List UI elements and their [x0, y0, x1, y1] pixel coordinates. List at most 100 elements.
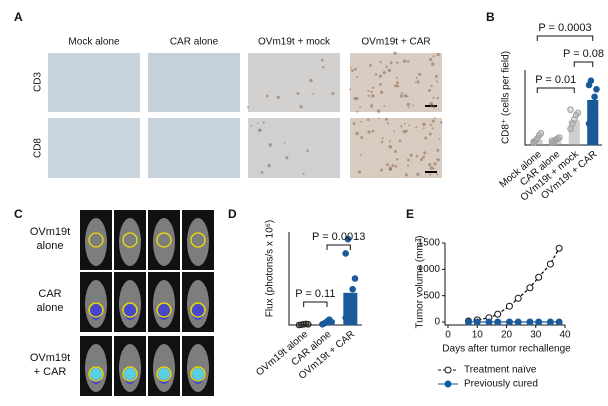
stain: [367, 130, 371, 134]
stain: [395, 158, 399, 161]
stain: [378, 74, 383, 78]
stain: [366, 118, 370, 122]
stain: [396, 84, 400, 88]
stain: [398, 139, 402, 143]
stain: [431, 119, 435, 123]
stain: [380, 168, 384, 172]
stain: [356, 110, 359, 113]
stain: [388, 140, 391, 143]
stain: [406, 102, 410, 107]
stain: [422, 122, 426, 126]
roi: [190, 366, 206, 382]
column-label: CAR alone: [170, 37, 219, 48]
stain: [360, 136, 364, 140]
stain: [432, 105, 436, 109]
mouse: [119, 218, 141, 266]
roi: [122, 366, 138, 382]
stain: [268, 143, 273, 147]
marker: [494, 310, 502, 318]
marker: [526, 284, 534, 292]
marker: [526, 318, 534, 326]
marker: [464, 318, 472, 326]
stain: [406, 60, 410, 63]
stain: [429, 57, 433, 62]
p-value: P = 0.11: [295, 288, 335, 300]
stain: [395, 76, 398, 79]
bar: [568, 120, 580, 145]
stain: [433, 162, 437, 166]
legend-marker: [444, 366, 452, 374]
stain: [321, 66, 325, 69]
roi: [190, 232, 206, 248]
stain: [402, 59, 407, 63]
stain: [283, 141, 286, 144]
stain: [320, 58, 324, 62]
stain: [331, 92, 335, 96]
x-tick-label: 10: [472, 330, 484, 341]
bar: [587, 100, 599, 145]
stain: [430, 84, 433, 88]
marker: [546, 260, 554, 268]
column-label: Mock alone: [68, 37, 120, 48]
y-tick-label: 500: [423, 290, 440, 301]
data-point: [347, 293, 354, 300]
stain: [376, 109, 381, 113]
stain: [393, 51, 397, 55]
marker: [473, 318, 481, 326]
stain: [351, 69, 354, 72]
panel-label: C: [14, 207, 23, 221]
signal: [124, 368, 136, 380]
marker: [514, 294, 522, 302]
mouse: [85, 218, 107, 266]
stain: [428, 163, 432, 167]
roi: [88, 232, 104, 248]
stain: [431, 62, 435, 66]
x-tick-label: 40: [559, 330, 571, 341]
legend-label: Treatment naïve: [464, 365, 537, 376]
row-label: alone: [37, 302, 64, 314]
image: [350, 53, 442, 112]
stain: [381, 137, 384, 140]
stain: [422, 127, 425, 129]
column-label: OVm19t + CAR: [361, 37, 430, 48]
stain: [260, 171, 264, 174]
row-label: CD3: [33, 72, 44, 92]
row-label: OVm19t: [30, 226, 70, 238]
y-tick-label: 0: [434, 317, 440, 328]
x-tick-label: 30: [530, 330, 542, 341]
stain: [416, 172, 420, 176]
stain: [406, 164, 409, 167]
line: [468, 247, 560, 322]
p-value: P = 0.0003: [538, 22, 591, 34]
roi: [122, 302, 138, 318]
stain: [408, 124, 410, 127]
roi: [122, 232, 138, 248]
stain: [432, 96, 435, 99]
stain: [393, 130, 396, 133]
mouse: [153, 218, 175, 266]
stain: [418, 72, 422, 76]
stain: [370, 90, 373, 94]
stain: [359, 154, 362, 156]
stain: [404, 173, 409, 177]
stain: [285, 156, 289, 160]
x-tick-label: 20: [501, 330, 513, 341]
data-point: [530, 138, 537, 146]
stain: [380, 140, 384, 144]
stain: [415, 76, 418, 79]
stain: [400, 125, 403, 128]
stain: [302, 172, 305, 175]
stain: [355, 96, 359, 101]
stain: [356, 76, 359, 78]
stain: [267, 163, 271, 168]
legend-marker: [444, 380, 452, 388]
stain: [360, 121, 363, 123]
stain: [379, 82, 383, 86]
data-point: [585, 120, 593, 127]
stain: [432, 167, 435, 170]
stain: [352, 122, 356, 125]
data-point: [342, 314, 349, 322]
stain: [378, 117, 380, 120]
panel-label: A: [14, 10, 23, 24]
stain: [415, 126, 418, 129]
